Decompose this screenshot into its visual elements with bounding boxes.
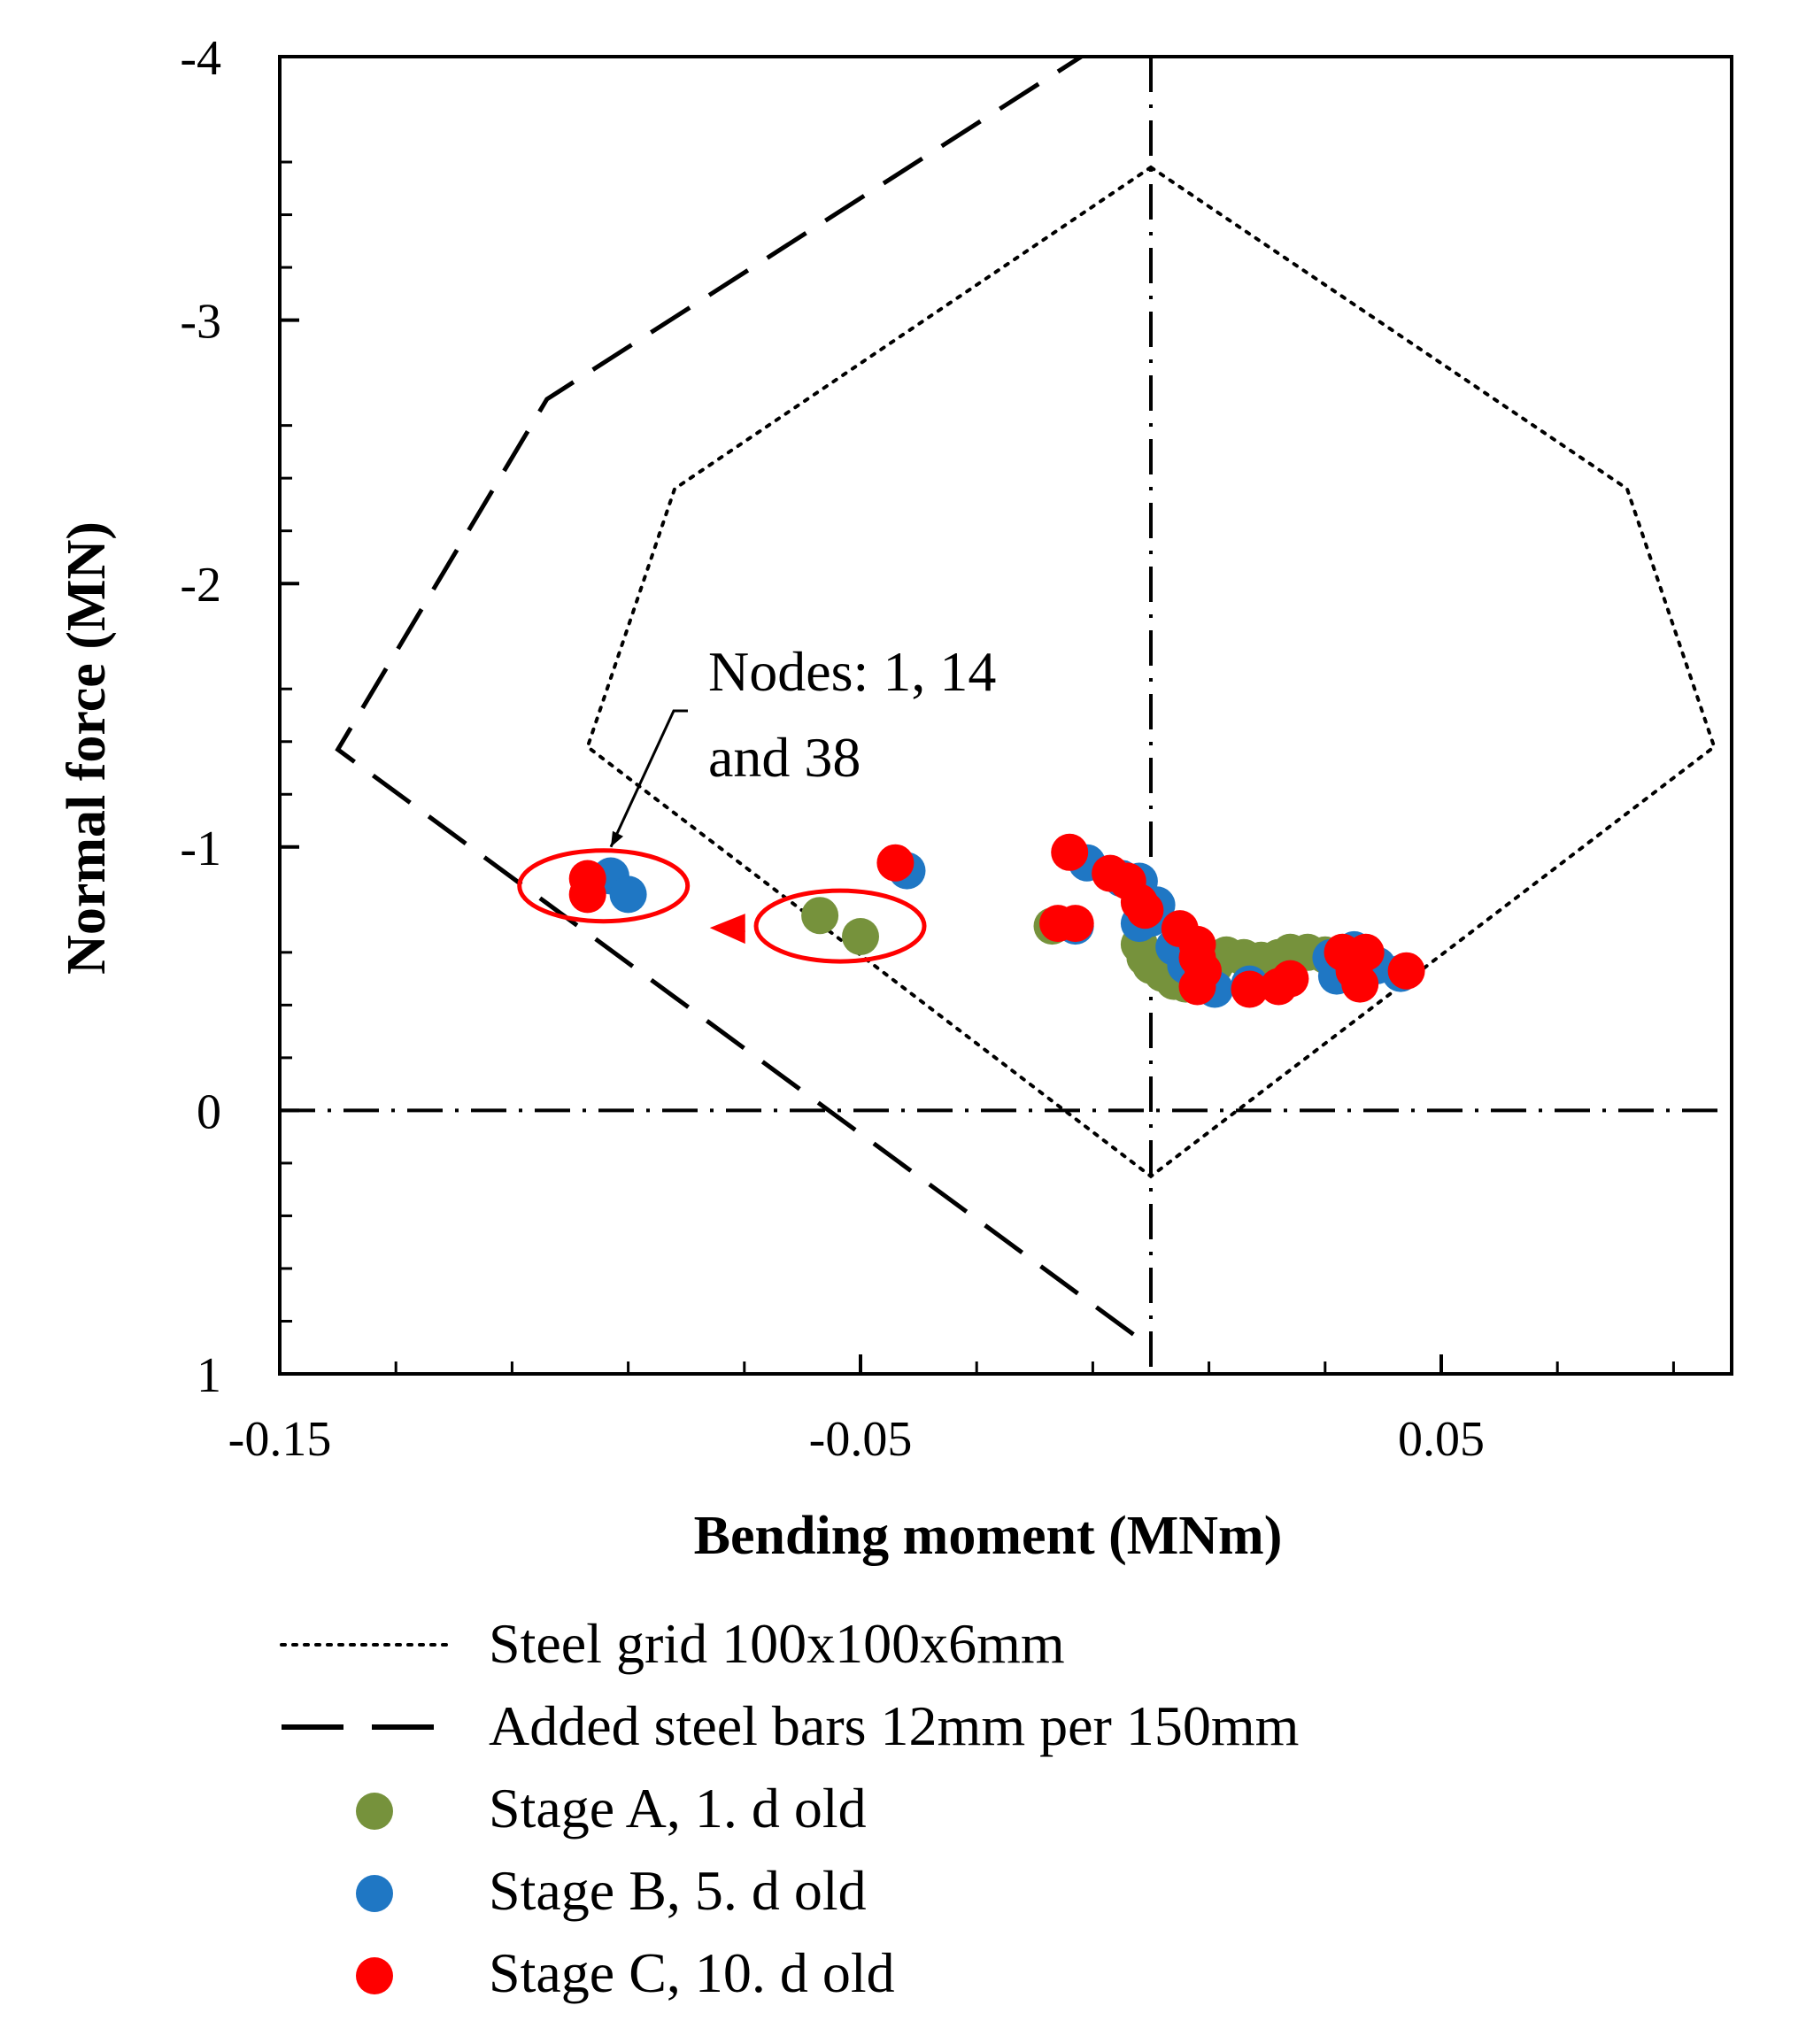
stage-c-point bbox=[1126, 891, 1164, 929]
annotations: Nodes: 1, 14 and 38 bbox=[517, 640, 996, 964]
plot-frame bbox=[278, 55, 1733, 1376]
y-tick-label: -1 bbox=[180, 821, 221, 876]
highlight-ellipse-stage-bc bbox=[517, 848, 691, 924]
y-tick-label: -4 bbox=[180, 31, 221, 86]
legend: Steel grid 100x100x6mm Added steel bars 1… bbox=[280, 1612, 1299, 2004]
legend-label: Steel grid 100x100x6mm bbox=[489, 1612, 1065, 1675]
pointer-line bbox=[609, 709, 688, 848]
reference-lines bbox=[280, 57, 1732, 1374]
stage-c-point bbox=[1178, 968, 1216, 1006]
stage-c-point bbox=[1051, 833, 1089, 871]
y-tick-label: -3 bbox=[180, 295, 221, 350]
legend-label: Stage C, 10. d old bbox=[489, 1941, 895, 2004]
legend-marker bbox=[356, 1793, 393, 1830]
stage-c-point bbox=[1056, 905, 1094, 943]
y-tick-label: -2 bbox=[180, 558, 221, 613]
pointer-arrowhead bbox=[611, 830, 623, 847]
legend-label: Stage A, 1. d old bbox=[489, 1777, 867, 1840]
highlight-ellipse-stage-a bbox=[753, 888, 927, 964]
axis-ticks bbox=[278, 55, 1675, 1376]
nodes-annotation-line2: and 38 bbox=[708, 726, 861, 789]
x-tick-label: 0.05 bbox=[1398, 1412, 1485, 1467]
stage-c-point bbox=[1271, 960, 1309, 998]
y-tick-label: 0 bbox=[197, 1084, 221, 1139]
x-axis-title: Bending moment (MNm) bbox=[694, 1506, 1283, 1566]
legend-label: Stage B, 5. d old bbox=[489, 1859, 867, 1922]
stage-c-point bbox=[1387, 952, 1425, 990]
stage-a-point bbox=[842, 918, 879, 955]
legend-marker bbox=[356, 1957, 393, 1994]
y-tick-label: 1 bbox=[197, 1348, 221, 1403]
added-bars-boundary bbox=[335, 57, 1135, 1337]
steel-grid-boundary bbox=[585, 166, 1717, 1179]
interaction-boundaries bbox=[335, 57, 1717, 1337]
stage-b-point bbox=[609, 875, 647, 914]
stage-c-point bbox=[1347, 933, 1385, 971]
legend-label: Added steel bars 12mm per 150mm bbox=[489, 1694, 1299, 1757]
stage-c-point bbox=[876, 844, 915, 882]
data-points bbox=[568, 833, 1425, 1008]
x-tick-label: -0.05 bbox=[809, 1412, 913, 1467]
legend-marker bbox=[356, 1875, 393, 1912]
nodes-annotation-line1: Nodes: 1, 14 bbox=[708, 640, 996, 703]
y-axis-title: Normal force (MN) bbox=[57, 521, 117, 975]
shift-arrow-head bbox=[709, 914, 745, 945]
stage-c-point bbox=[1231, 970, 1269, 1008]
stage-a-point bbox=[801, 897, 839, 935]
stage-c-point bbox=[568, 875, 606, 914]
axis-tick-labels: -0.15 -0.05 0.05 -4 -3 -2 -1 0 1 bbox=[180, 31, 1485, 1467]
stage-c-point bbox=[1341, 965, 1379, 1003]
x-tick-label: -0.15 bbox=[228, 1412, 332, 1467]
